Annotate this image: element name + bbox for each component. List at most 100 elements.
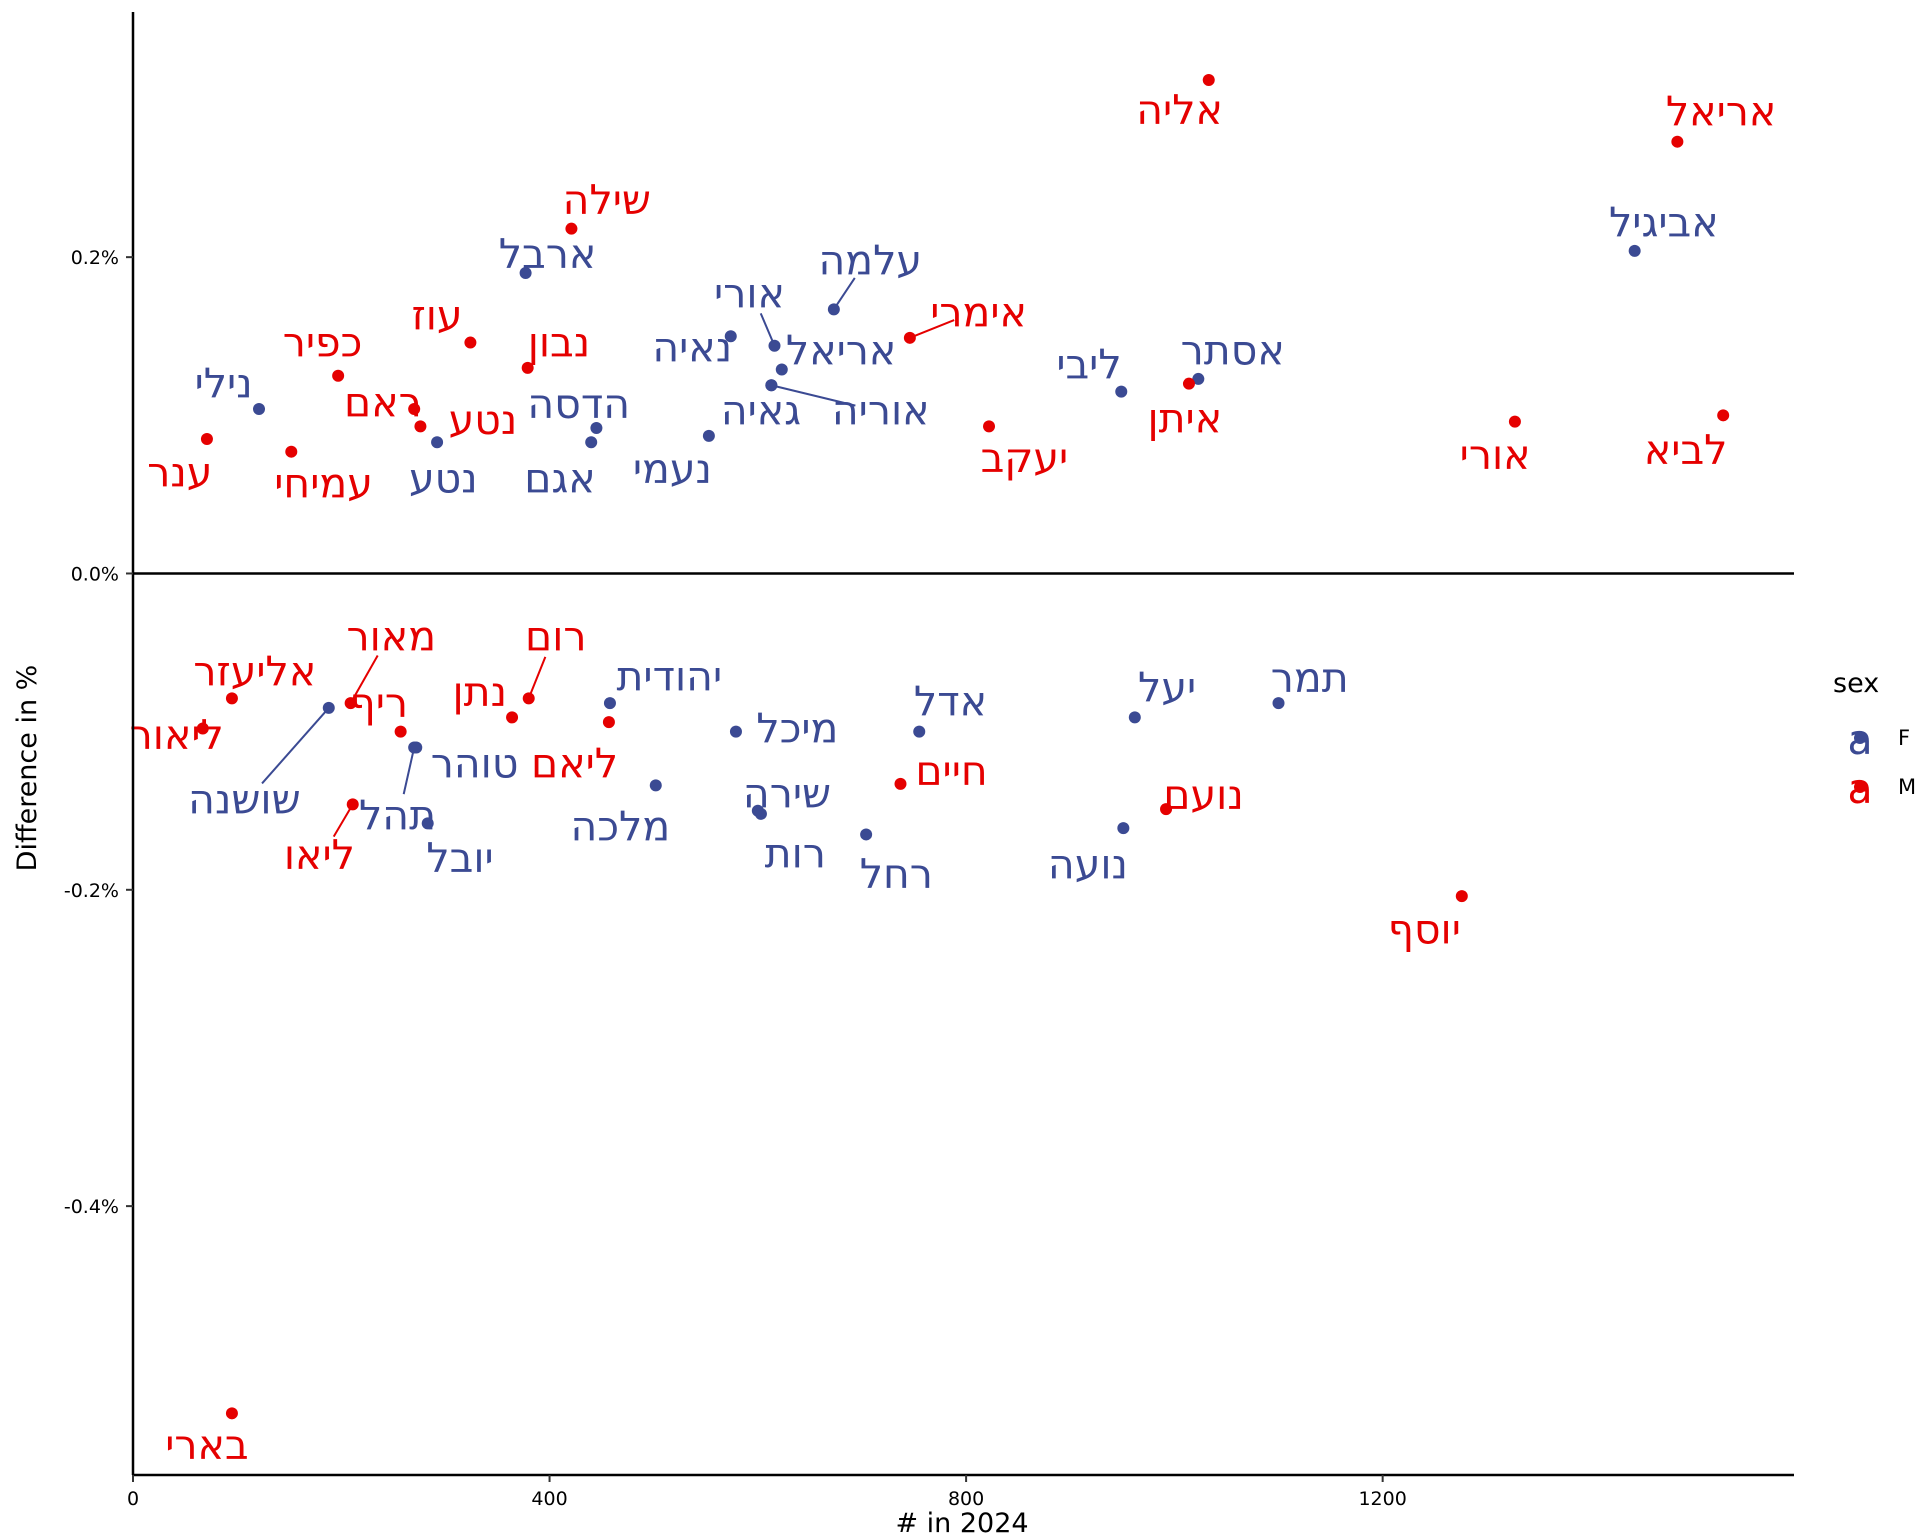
data-point xyxy=(1671,135,1684,148)
y-tick-label: 0.2% xyxy=(71,247,119,269)
axes: 0 400 800 1200 -0.4% -0.2% 0.0% 0.2% xyxy=(64,12,1794,1510)
name-label: ארבל xyxy=(499,230,597,278)
legend-entry-m: a M xyxy=(1847,765,1916,813)
legend-label-m: M xyxy=(1898,775,1916,799)
data-point xyxy=(1717,409,1730,422)
data-point xyxy=(729,725,742,738)
name-label: נועה xyxy=(1048,840,1128,888)
data-point xyxy=(522,692,535,705)
name-label: אריאל xyxy=(786,326,896,374)
name-label: אורי xyxy=(714,270,785,318)
label-connector xyxy=(261,707,330,785)
x-tick-label: 0 xyxy=(127,1488,139,1510)
name-label: ראם xyxy=(344,379,422,427)
legend: sex a F a M xyxy=(1833,668,1916,813)
name-labels: אליה אריאל אביגיל שילה ארבל עלמה אורי אימרי עוז נ… xyxy=(130,86,1777,1469)
data-point xyxy=(1128,711,1141,724)
data-point xyxy=(768,339,781,352)
y-tick-label: -0.4% xyxy=(64,1196,119,1218)
data-point xyxy=(346,798,359,811)
name-label: שילה xyxy=(563,176,651,224)
data-point xyxy=(602,716,615,729)
name-label: חיים xyxy=(915,747,987,795)
name-label: אימרי xyxy=(930,289,1027,337)
data-point xyxy=(1117,822,1130,835)
name-label: אליה xyxy=(1136,86,1223,134)
data-point xyxy=(724,330,737,343)
name-label: הדסה xyxy=(527,380,630,428)
data-point xyxy=(565,222,578,235)
name-label: מלכה xyxy=(571,803,671,851)
name-label: ליבי xyxy=(1056,341,1121,389)
name-label: נעמי xyxy=(633,445,712,493)
name-label: מיכל xyxy=(756,704,838,752)
data-point xyxy=(285,445,298,458)
data-point xyxy=(225,692,238,705)
data-point xyxy=(506,711,519,724)
data-point xyxy=(702,429,715,442)
name-label: אביגיל xyxy=(1609,198,1719,246)
data-point xyxy=(1272,697,1285,710)
label-connector xyxy=(527,656,547,699)
data-point xyxy=(421,817,434,830)
data-point xyxy=(1160,803,1173,816)
legend-key-dot-m xyxy=(1854,781,1866,793)
data-point xyxy=(200,433,213,446)
data-point xyxy=(464,336,477,349)
y-axis-title: Difference in % xyxy=(12,665,43,872)
y-tick-label: 0.0% xyxy=(71,563,119,585)
data-point xyxy=(1508,415,1521,428)
data-point xyxy=(519,266,532,279)
label-connector xyxy=(332,803,354,838)
name-label: יעל xyxy=(1138,663,1196,711)
data-point xyxy=(322,701,335,714)
label-connector xyxy=(909,319,955,339)
name-label: אוריה xyxy=(832,387,930,435)
name-label: אסתר xyxy=(1181,326,1285,374)
x-tick-label: 400 xyxy=(531,1488,567,1510)
name-label: נועם xyxy=(1163,771,1243,819)
name-label: תמר xyxy=(1271,654,1349,702)
name-label: רות xyxy=(765,829,826,877)
name-label: איתן xyxy=(1147,394,1222,442)
data-point xyxy=(1192,372,1205,385)
data-point xyxy=(521,361,534,374)
name-label: נתן xyxy=(453,668,508,716)
y-tick-label: -0.2% xyxy=(64,880,119,902)
data-point xyxy=(1182,377,1195,390)
name-label: ליאם xyxy=(531,739,618,787)
legend-key-dot-f xyxy=(1854,732,1866,744)
data-point xyxy=(408,402,421,415)
name-label: נאיה xyxy=(652,323,732,371)
name-label: נטע xyxy=(409,455,478,503)
data-point xyxy=(225,1407,238,1420)
name-label: ריף xyxy=(349,679,408,727)
name-label: אדל xyxy=(914,678,987,726)
data-point xyxy=(394,725,407,738)
name-label: רחל xyxy=(860,850,933,898)
name-label: יוסף xyxy=(1388,905,1461,953)
name-label: עלמה xyxy=(818,236,922,284)
data-point xyxy=(983,420,996,433)
data-point xyxy=(344,697,357,710)
data-point xyxy=(903,331,916,344)
data-point xyxy=(894,777,907,790)
name-label: אליעזר xyxy=(193,648,316,696)
name-label: ענר xyxy=(147,448,212,496)
data-point xyxy=(603,697,616,710)
name-label: אריאל xyxy=(1666,88,1776,136)
name-label: יהודית xyxy=(616,652,722,700)
legend-title: sex xyxy=(1833,668,1879,699)
label-connector xyxy=(771,384,856,407)
data-point xyxy=(590,421,603,434)
data-point xyxy=(332,369,345,382)
data-point xyxy=(1455,890,1468,903)
name-label: נטע xyxy=(449,396,518,444)
name-label: טוהר xyxy=(431,739,519,787)
name-label: אגם xyxy=(524,455,596,503)
data-point xyxy=(649,779,662,792)
name-label: יעקב xyxy=(981,434,1069,482)
data-point xyxy=(253,402,266,415)
data-point xyxy=(408,741,421,754)
